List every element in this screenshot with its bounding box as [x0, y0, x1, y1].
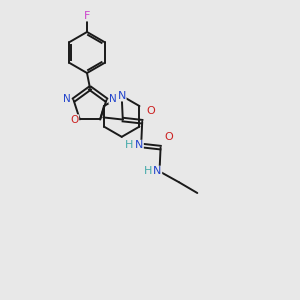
Text: O: O: [70, 115, 79, 125]
Text: N: N: [135, 140, 143, 151]
Text: N: N: [153, 167, 161, 176]
Text: N: N: [63, 94, 71, 103]
Text: N: N: [118, 91, 126, 101]
Text: O: O: [146, 106, 155, 116]
Text: H: H: [125, 140, 134, 151]
Text: O: O: [165, 132, 174, 142]
Text: H: H: [143, 167, 152, 176]
Text: N: N: [109, 94, 117, 103]
Text: F: F: [84, 11, 90, 21]
